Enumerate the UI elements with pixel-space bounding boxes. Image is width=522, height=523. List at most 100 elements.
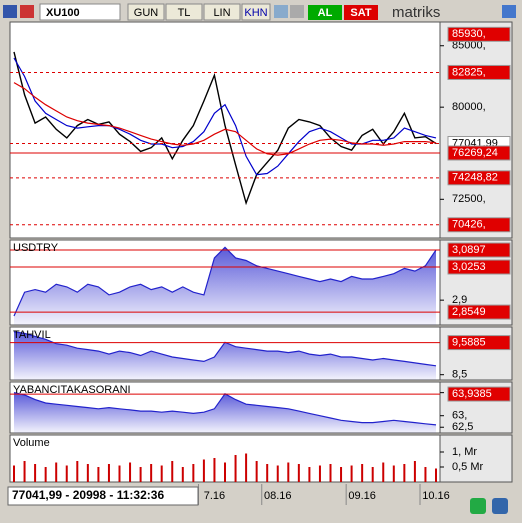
y-tick-label: 85000, <box>452 40 486 52</box>
panel-title: Volume <box>13 437 50 449</box>
level-box <box>447 217 511 233</box>
level-label: 76269,24 <box>452 147 498 159</box>
volume-bar <box>150 464 153 482</box>
level-box <box>447 242 511 258</box>
price-line <box>13 51 437 206</box>
level-label: 82825, <box>452 66 486 78</box>
button[interactable] <box>203 3 241 21</box>
volume-bar <box>181 467 184 482</box>
symbol: XU100 <box>46 7 80 19</box>
volume-bar <box>287 462 290 482</box>
volume-bar <box>234 455 237 482</box>
status-box <box>7 486 199 506</box>
sell-label: SAT <box>350 7 371 19</box>
axis-bg <box>439 434 513 483</box>
icon[interactable] <box>290 5 304 18</box>
volume-bar <box>371 467 374 482</box>
toolbar: XU100 GUN TL LIN KHN AL SAT matriks <box>3 3 516 21</box>
price-line <box>13 57 437 176</box>
y-tick-label: 72500, <box>452 193 486 205</box>
y-tick-label: 80000, <box>452 101 486 113</box>
level-label: 9,5885 <box>452 337 486 349</box>
level-box <box>447 304 511 320</box>
volume-bar <box>76 461 79 482</box>
level-label: 85930, <box>452 28 486 40</box>
sell-button[interactable] <box>344 5 378 20</box>
y-tick-label: 8,5 <box>452 369 467 381</box>
panel-bg <box>9 21 441 239</box>
level-box <box>447 64 511 80</box>
y-tick-label: 2,9 <box>452 294 467 306</box>
volume-bar <box>224 462 226 482</box>
level-box <box>447 145 511 161</box>
status: 77041,99 - 20998 - 11:32:36 <box>12 488 164 502</box>
volume-bar <box>86 464 89 482</box>
level-box <box>447 26 511 42</box>
icon[interactable] <box>274 5 288 18</box>
volume-bar <box>297 464 300 482</box>
volume-bar <box>350 465 353 482</box>
volume-bar <box>213 458 216 482</box>
volume-bar <box>361 464 364 482</box>
y-tick-label: 1, Mr <box>452 446 477 458</box>
x-tick-label: 09.16 <box>348 490 376 502</box>
button[interactable] <box>241 3 271 21</box>
level-box <box>447 259 511 275</box>
icon[interactable] <box>3 5 17 18</box>
y-tick-label: 0,5 Mr <box>452 461 484 473</box>
axis-bg <box>439 21 513 239</box>
volume-bar <box>308 467 311 482</box>
volume-bar <box>202 459 205 482</box>
refresh-icon[interactable] <box>470 498 486 514</box>
level-label: 2,8549 <box>452 306 486 318</box>
buy-button[interactable] <box>308 5 342 20</box>
plots: 72500,80000,85000,85930,82825,77041,9976… <box>9 21 513 505</box>
volume-bar <box>340 467 343 482</box>
volume-bar <box>44 467 47 482</box>
button[interactable] <box>127 3 165 21</box>
x-tick-label: 08.16 <box>264 490 292 502</box>
x-tick-label: 7.16 <box>204 490 225 502</box>
level-box <box>447 335 511 351</box>
volume-bar <box>318 465 321 482</box>
level-label: 74248,82 <box>452 172 498 184</box>
volume-bar <box>245 453 248 482</box>
volume-bar <box>435 468 437 482</box>
level-box <box>447 386 511 402</box>
button[interactable] <box>165 3 203 21</box>
volume-bar <box>382 462 385 482</box>
volume-bar <box>276 465 279 482</box>
volume-bar <box>97 467 100 482</box>
volume-bar <box>139 467 142 482</box>
button-label: TL <box>178 7 191 19</box>
volume-bar <box>171 461 174 482</box>
icon[interactable] <box>492 498 508 514</box>
level-label: 3,0253 <box>452 261 486 273</box>
area-fill <box>14 331 436 380</box>
volume-bar <box>403 464 406 482</box>
volume-bar <box>266 464 269 482</box>
panel-title: USDTRY <box>13 242 59 254</box>
level-box <box>447 170 511 186</box>
icon[interactable] <box>20 5 34 18</box>
y-tick-label: 63, <box>452 410 467 422</box>
level-label: 3,0897 <box>452 244 486 256</box>
area-fill <box>14 247 436 325</box>
area-line <box>13 246 437 317</box>
volume-bar <box>192 464 195 482</box>
buy-label: AL <box>318 7 333 19</box>
volume-bar <box>129 462 132 482</box>
volume-bar <box>392 465 395 482</box>
volume-bar <box>160 465 163 482</box>
button-label: LIN <box>213 7 230 19</box>
volume-bar <box>255 461 258 482</box>
volume-bar <box>65 465 68 482</box>
volume-bar <box>34 464 37 482</box>
icon[interactable] <box>502 5 516 18</box>
logo: matriks <box>392 4 440 21</box>
panel-title: YABANCITAKASORANI <box>13 384 131 396</box>
level-label: 70426, <box>452 219 486 231</box>
volume-bar <box>413 461 416 482</box>
symbol-box[interactable] <box>39 3 121 21</box>
x-tick-label: 10.16 <box>422 490 450 502</box>
